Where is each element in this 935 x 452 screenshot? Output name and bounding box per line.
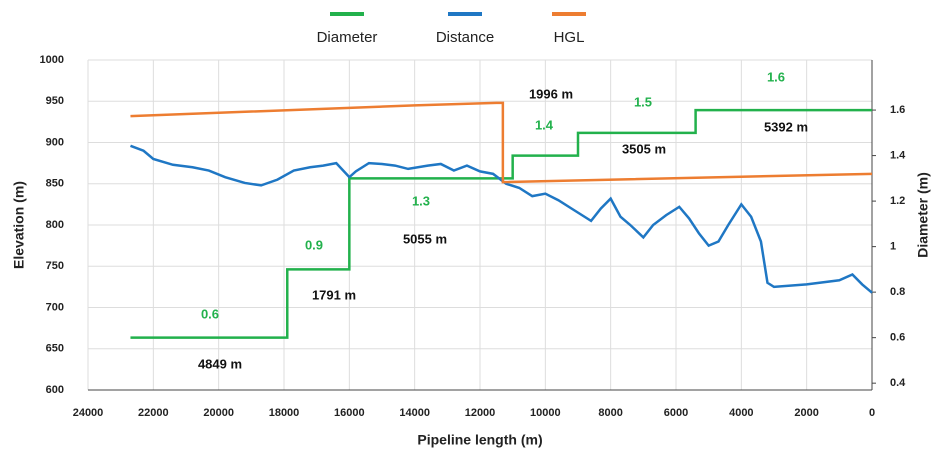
y2-axis-title: Diameter (m) [915, 172, 931, 258]
y2-tick-label: 0.4 [890, 377, 906, 389]
annotation: 1.3 [412, 193, 430, 208]
annotation: 1.4 [535, 117, 554, 132]
annotation: 0.6 [201, 306, 219, 321]
legend-label: Distance [436, 29, 494, 46]
y2-tick-label: 1.6 [890, 104, 905, 116]
annotation: 1.6 [767, 69, 785, 84]
y-tick-label: 700 [46, 301, 64, 313]
y2-tick-label: 1 [890, 241, 896, 253]
annotation: 1.5 [634, 94, 652, 109]
series-line [130, 144, 873, 294]
x-axis-title: Pipeline length (m) [417, 432, 542, 448]
annotation: 5392 m [764, 119, 808, 134]
y-tick-label: 750 [46, 260, 64, 272]
annotation: 1791 m [312, 287, 356, 302]
legend-label: HGL [554, 29, 585, 46]
x-tick-label: 16000 [334, 407, 365, 419]
y-tick-label: 900 [46, 136, 64, 148]
annotation: 4849 m [198, 356, 242, 371]
y-tick-label: 1000 [40, 54, 64, 66]
y2-tick-label: 0.6 [890, 332, 905, 344]
x-tick-label: 2000 [794, 407, 818, 419]
x-tick-label: 4000 [729, 407, 753, 419]
x-tick-label: 14000 [399, 407, 430, 419]
x-tick-label: 12000 [465, 407, 496, 419]
x-tick-label: 6000 [664, 407, 688, 419]
annotation: 5055 m [403, 231, 447, 246]
y2-tick-label: 1.4 [890, 149, 906, 161]
x-tick-label: 20000 [203, 407, 234, 419]
x-tick-label: 10000 [530, 407, 561, 419]
y2-tick-label: 0.8 [890, 286, 905, 298]
series-line [130, 108, 872, 339]
series-line [130, 101, 873, 184]
x-tick-label: 24000 [73, 407, 104, 419]
x-tick-label: 18000 [269, 407, 300, 419]
annotation: 3505 m [622, 141, 666, 156]
legend-label: Diameter [317, 29, 378, 46]
x-tick-label: 22000 [138, 407, 169, 419]
y-tick-label: 800 [46, 219, 64, 231]
y-tick-label: 600 [46, 384, 64, 396]
y-tick-label: 650 [46, 343, 64, 355]
y-axis-title: Elevation (m) [11, 181, 27, 269]
annotation: 1996 m [529, 86, 573, 101]
y2-tick-label: 1.2 [890, 195, 905, 207]
y-tick-label: 950 [46, 95, 64, 107]
x-tick-label: 8000 [598, 407, 622, 419]
y-tick-label: 850 [46, 178, 64, 190]
x-tick-label: 0 [869, 407, 875, 419]
annotation: 0.9 [305, 237, 323, 252]
